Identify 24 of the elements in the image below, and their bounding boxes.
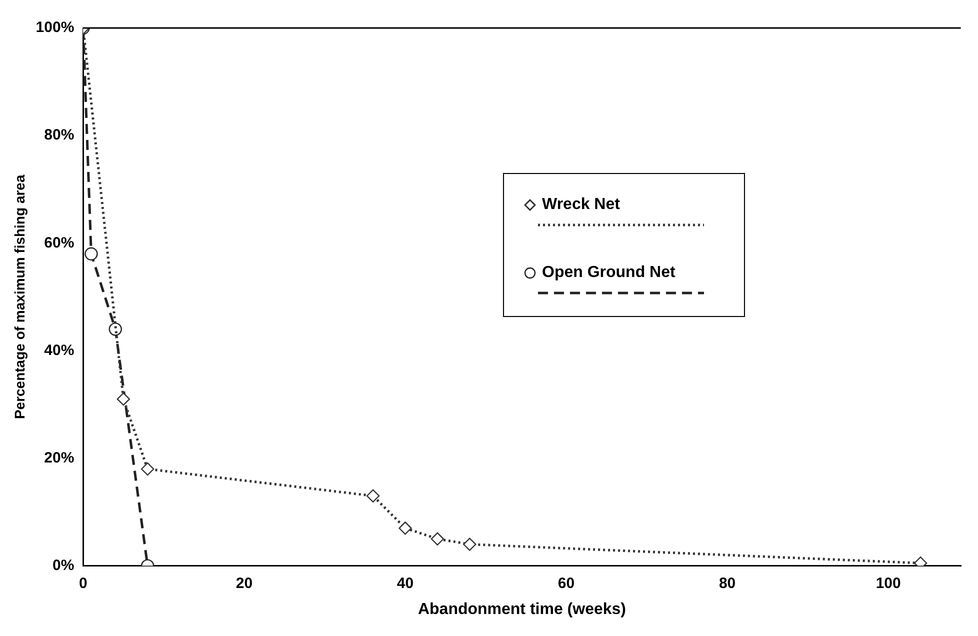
legend-label: Open Ground Net [542,264,676,282]
legend-label: Wreck Net [542,196,620,214]
point [366,489,380,502]
x-tick-label: 80 [718,574,736,592]
y-tick-label: 40% [44,342,74,359]
y-tick-label: 100% [36,19,74,36]
y-axis-title: Percentage of maximum fishing area [11,174,28,420]
x-tick-label: 40 [396,574,414,592]
y-tick-label: 0% [52,556,74,574]
point [430,532,444,546]
point [140,462,154,476]
x-tick-label: 0 [78,574,88,592]
x-axis-title: Abandonment time (weeks) [418,600,626,618]
point [116,392,130,406]
x-tick-label: 20 [236,574,253,592]
y-tick-label: 80% [44,126,74,144]
point [463,538,476,551]
point [108,322,122,336]
point [398,522,412,535]
x-tick-label: 100 [876,574,901,592]
y-tick-label: 60% [44,234,74,252]
point [84,247,98,260]
x-tick-label: 60 [558,574,575,592]
y-tick-label: 20% [44,449,74,466]
